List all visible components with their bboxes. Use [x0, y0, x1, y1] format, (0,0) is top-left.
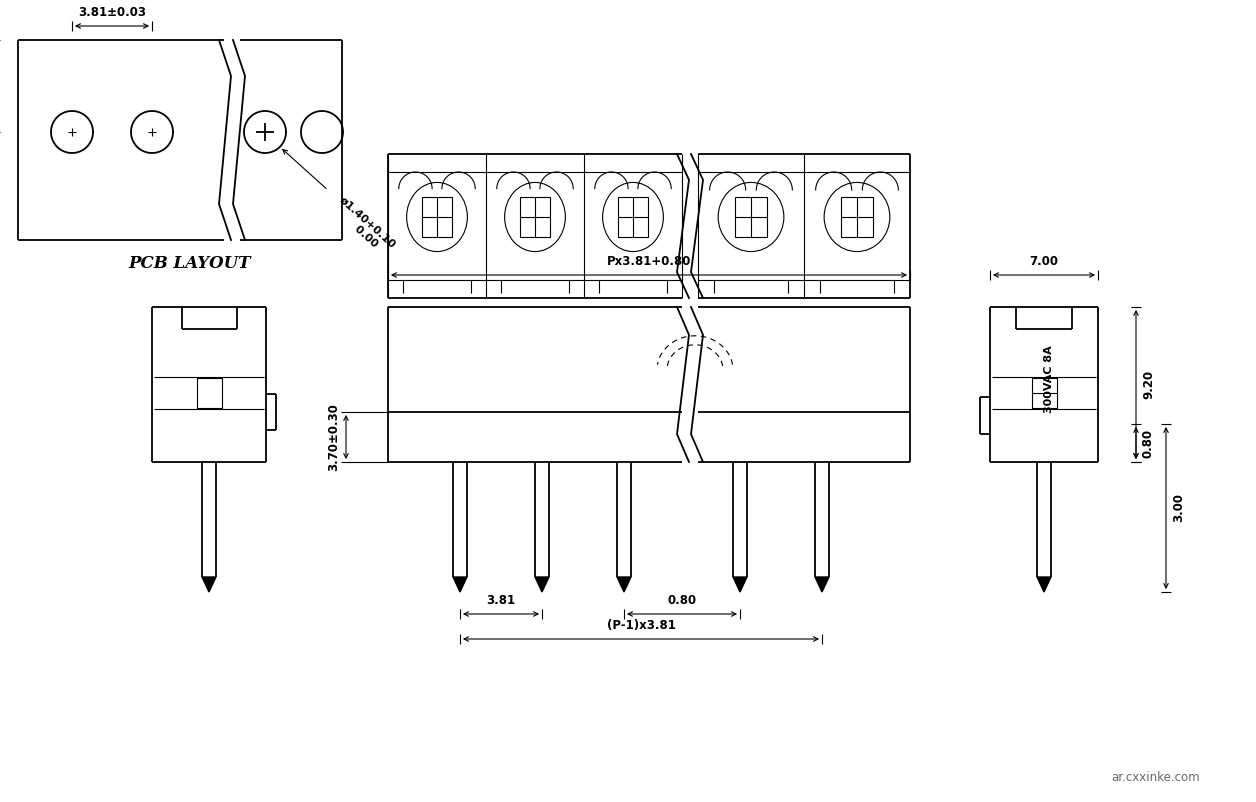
- Polygon shape: [734, 577, 747, 592]
- Polygon shape: [535, 577, 549, 592]
- Text: 3.00: 3.00: [1172, 493, 1184, 522]
- Bar: [735, 196, 767, 237]
- Text: ø1.40+0.10
        0.00: ø1.40+0.10 0.00: [330, 194, 398, 258]
- Polygon shape: [815, 577, 829, 592]
- Text: 7.00: 7.00: [1030, 255, 1059, 268]
- Bar: [422, 196, 452, 237]
- Polygon shape: [202, 577, 216, 592]
- Text: 9.20: 9.20: [1142, 370, 1156, 399]
- Text: Px3.81+0.80: Px3.81+0.80: [607, 255, 691, 268]
- Bar: [842, 196, 873, 237]
- Text: (P-1)x3.81: (P-1)x3.81: [607, 619, 676, 632]
- Bar: [520, 196, 550, 237]
- Text: 3.70±0.30: 3.70±0.30: [327, 403, 340, 471]
- Polygon shape: [1037, 577, 1051, 592]
- Polygon shape: [453, 577, 467, 592]
- Bar: [618, 196, 648, 237]
- Text: 3.81±0.03: 3.81±0.03: [78, 6, 146, 19]
- Text: 3.81: 3.81: [486, 594, 515, 607]
- Text: 300VAC 8A: 300VAC 8A: [1044, 346, 1054, 413]
- Text: 0.80: 0.80: [1142, 428, 1156, 458]
- Text: 0.80: 0.80: [667, 594, 697, 607]
- Polygon shape: [617, 577, 631, 592]
- Text: PCB LAYOUT: PCB LAYOUT: [129, 255, 251, 272]
- Text: ar.cxxinke.com: ar.cxxinke.com: [1112, 771, 1199, 784]
